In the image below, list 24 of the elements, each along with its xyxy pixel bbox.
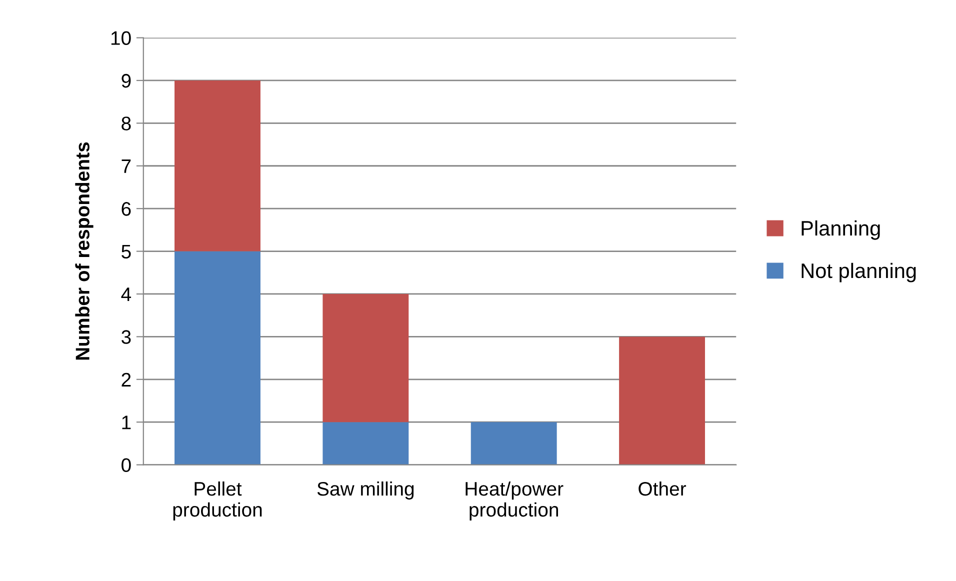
bar [619, 336, 705, 465]
y-tick-label: 6 [122, 202, 131, 216]
y-tick-label: 8 [122, 116, 131, 130]
bar [174, 251, 260, 465]
y-tick-label: 3 [122, 330, 131, 344]
x-tick-label: Saw milling [317, 481, 414, 500]
bar [174, 80, 260, 252]
y-tick-label: 10 [111, 31, 131, 45]
legend-label: Not planning [802, 262, 916, 282]
x-tick-label: Pellet production [173, 481, 262, 521]
y-tick-label: 5 [122, 244, 131, 259]
y-tick-label: 7 [122, 160, 131, 173]
bar [322, 422, 409, 465]
y-tick-label: 9 [122, 74, 131, 88]
y-tick-label: 0 [122, 458, 131, 472]
y-tick-label: 1 [122, 416, 131, 430]
y-tick-label: 4 [121, 288, 132, 302]
y-axis-title: Number of respondents [75, 142, 94, 360]
legend-label: Planning [802, 220, 880, 240]
bar [322, 294, 409, 422]
bar [470, 422, 557, 465]
y-tick-label: 2 [122, 372, 131, 386]
x-tick-label: Other [638, 481, 686, 496]
x-tick-label: Heat/power production [466, 481, 564, 521]
